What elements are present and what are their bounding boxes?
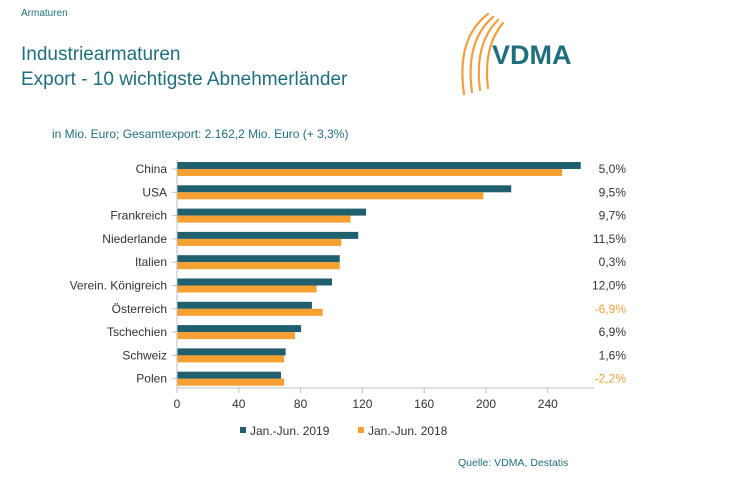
bar-2018: [177, 332, 295, 340]
source-note: Quelle: VDMA, Destatis: [458, 457, 569, 469]
change-label: 11,5%: [593, 232, 626, 246]
bar-2018: [177, 262, 340, 270]
legend-swatch-2018: [358, 427, 364, 433]
change-label: 6,9%: [599, 325, 627, 339]
bar-2018: [177, 378, 285, 386]
bar-2019: [177, 278, 332, 286]
category-label: Niederlande: [102, 232, 167, 246]
logo-arcs: [461, 12, 505, 96]
bar-2019: [177, 371, 282, 379]
bar-2018: [177, 215, 351, 223]
bar-2018: [177, 355, 285, 363]
legend-swatch-2019: [240, 427, 246, 433]
category-label: China: [136, 162, 168, 176]
x-tick-label: 120: [352, 397, 372, 411]
x-tick-label: 80: [294, 397, 308, 411]
x-tick-label: 200: [476, 397, 496, 411]
x-tick-label: 240: [538, 397, 558, 411]
change-label: 0,3%: [599, 255, 627, 269]
page-title: Industriearmaturen Export - 10 wichtigst…: [21, 42, 347, 92]
change-label: -2,2%: [595, 372, 627, 386]
bar-2019: [177, 348, 286, 356]
category-label: Frankreich: [110, 209, 167, 223]
bar-2019: [177, 325, 302, 333]
change-label: 12,0%: [592, 279, 626, 293]
category-label: Verein. Königreich: [70, 279, 167, 293]
bar-2018: [177, 192, 484, 200]
bar-2019: [177, 185, 512, 193]
change-label: 9,7%: [599, 209, 627, 223]
bar-2018: [177, 308, 323, 316]
category-label: Schweiz: [122, 348, 167, 362]
x-tick-label: 0: [174, 397, 181, 411]
legend-label: Jan.-Jun. 2019: [250, 424, 330, 438]
logo-text: VDMA: [492, 40, 572, 70]
category-label: Österreich: [112, 302, 167, 316]
title-line-1: Industriearmaturen: [21, 44, 181, 65]
legend-label: Jan.-Jun. 2018: [368, 424, 448, 438]
bar-2019: [177, 301, 312, 309]
bar-2018: [177, 238, 342, 246]
change-label: -6,9%: [595, 302, 627, 316]
bar-2019: [177, 208, 366, 216]
chart-subtitle: in Mio. Euro; Gesamtexport: 2.162,2 Mio.…: [52, 127, 349, 141]
bar-2018: [177, 169, 563, 176]
change-label: 1,6%: [599, 348, 627, 362]
category-label: Italien: [135, 255, 167, 269]
bar-2019: [177, 162, 581, 169]
category-label: Polen: [136, 372, 167, 386]
x-tick-label: 160: [414, 397, 434, 411]
change-label: 9,5%: [599, 185, 627, 199]
bar-2018: [177, 285, 317, 293]
category-label: Tschechien: [107, 325, 167, 339]
change-label: 5,0%: [599, 162, 627, 176]
vdma-logo: VDMA: [461, 12, 572, 96]
bar-2019: [177, 255, 340, 263]
category-label: USA: [142, 185, 167, 199]
x-tick-label: 40: [232, 397, 246, 411]
category-label: Armaturen: [21, 8, 68, 19]
title-line-2: Export - 10 wichtigste Abnehmerländer: [21, 69, 348, 90]
bar-2019: [177, 231, 359, 239]
